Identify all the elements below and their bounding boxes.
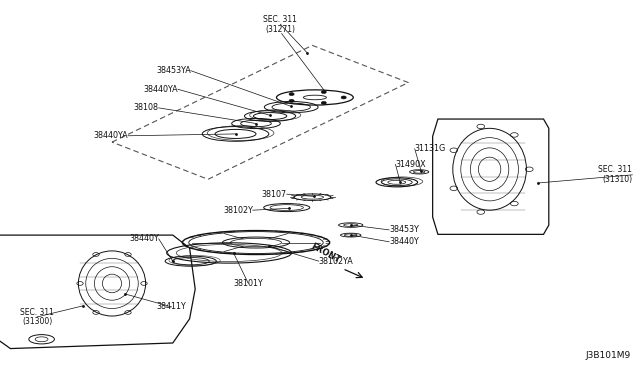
Text: 38101Y: 38101Y [234, 279, 263, 288]
Text: 38108: 38108 [134, 103, 159, 112]
Text: 31131G: 31131G [415, 144, 446, 153]
Circle shape [341, 96, 346, 99]
Text: 38440Y: 38440Y [129, 234, 159, 243]
Text: SEC. 311
(31310): SEC. 311 (31310) [598, 166, 632, 184]
Text: FRONT: FRONT [309, 242, 341, 265]
Text: 38453Y: 38453Y [389, 225, 419, 234]
Text: 38440YA: 38440YA [93, 131, 128, 140]
Text: 38453YA: 38453YA [156, 66, 191, 75]
Circle shape [321, 102, 326, 105]
Text: SEC. 311
(31271): SEC. 311 (31271) [264, 15, 297, 33]
Circle shape [289, 93, 294, 96]
Text: J3B101M9: J3B101M9 [585, 351, 630, 360]
Text: 31490X: 31490X [396, 160, 426, 169]
Text: 38107: 38107 [262, 190, 287, 199]
Text: 38440Y: 38440Y [389, 237, 419, 246]
Circle shape [321, 90, 326, 93]
Text: 38411Y: 38411Y [157, 302, 186, 311]
Circle shape [289, 99, 294, 102]
Text: SEC. 311
(31300): SEC. 311 (31300) [20, 308, 54, 326]
Text: 38440YA: 38440YA [143, 85, 178, 94]
Text: 38102YA: 38102YA [319, 257, 353, 266]
Text: 38102Y: 38102Y [223, 206, 253, 215]
